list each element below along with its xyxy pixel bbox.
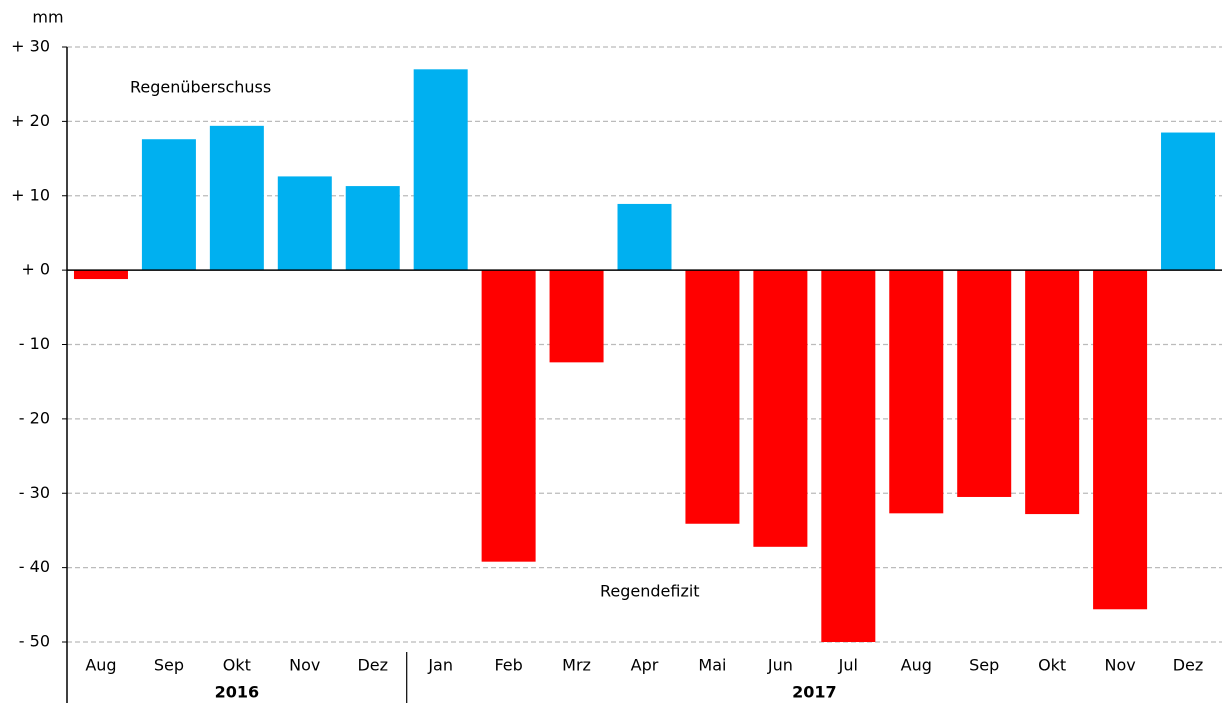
- bar: [957, 270, 1012, 497]
- x-tick-label: Jun: [767, 656, 793, 675]
- x-tick-label: Okt: [223, 656, 251, 675]
- bar: [413, 69, 468, 271]
- bar: [617, 203, 672, 271]
- bar: [209, 125, 264, 271]
- unit-label: mm: [32, 8, 63, 27]
- y-tick-label: - 30: [19, 483, 50, 502]
- y-tick-label: - 40: [19, 557, 50, 576]
- x-tick-label: Dez: [357, 656, 388, 675]
- y-tick-label: - 20: [19, 408, 50, 427]
- bar: [549, 270, 604, 363]
- y-tick-label: + 20: [11, 111, 50, 130]
- y-tick-label: - 50: [19, 632, 50, 651]
- x-tick-label: Aug: [901, 656, 932, 675]
- y-tick-label: - 10: [19, 334, 50, 353]
- bar: [1025, 270, 1080, 515]
- x-tick-label: Aug: [85, 656, 116, 675]
- x-tick-label: Mrz: [562, 656, 591, 675]
- bar: [821, 270, 876, 642]
- x-tick-label: Jul: [838, 656, 858, 675]
- x-tick-label: Sep: [969, 656, 999, 675]
- x-tick-label: Dez: [1173, 656, 1204, 675]
- bar: [481, 270, 536, 562]
- x-tick-label: Mai: [698, 656, 726, 675]
- y-tick-label: + 30: [11, 37, 50, 56]
- bar: [753, 270, 808, 547]
- bar: [345, 186, 400, 271]
- bar: [685, 270, 740, 524]
- bar: [1161, 132, 1216, 271]
- x-tick-label: Sep: [154, 656, 184, 675]
- y-tick-label: + 10: [11, 185, 50, 204]
- x-tick-label: Apr: [631, 656, 659, 675]
- x-tick-label: Okt: [1038, 656, 1066, 675]
- annotation: Regendefizit: [600, 582, 700, 601]
- bar: [1093, 270, 1148, 610]
- x-tick-label: Feb: [494, 656, 522, 675]
- bar: [889, 270, 944, 514]
- x-tick-label: Nov: [289, 656, 320, 675]
- bar: [277, 176, 332, 271]
- annotation: Regenüberschuss: [130, 78, 271, 97]
- group-label: 2017: [792, 683, 837, 702]
- y-tick-label: + 0: [21, 260, 50, 279]
- bar: [73, 270, 128, 280]
- x-tick-label: Nov: [1104, 656, 1135, 675]
- x-tick-label: Jan: [427, 656, 453, 675]
- bar: [141, 139, 196, 271]
- group-label: 2016: [215, 683, 260, 702]
